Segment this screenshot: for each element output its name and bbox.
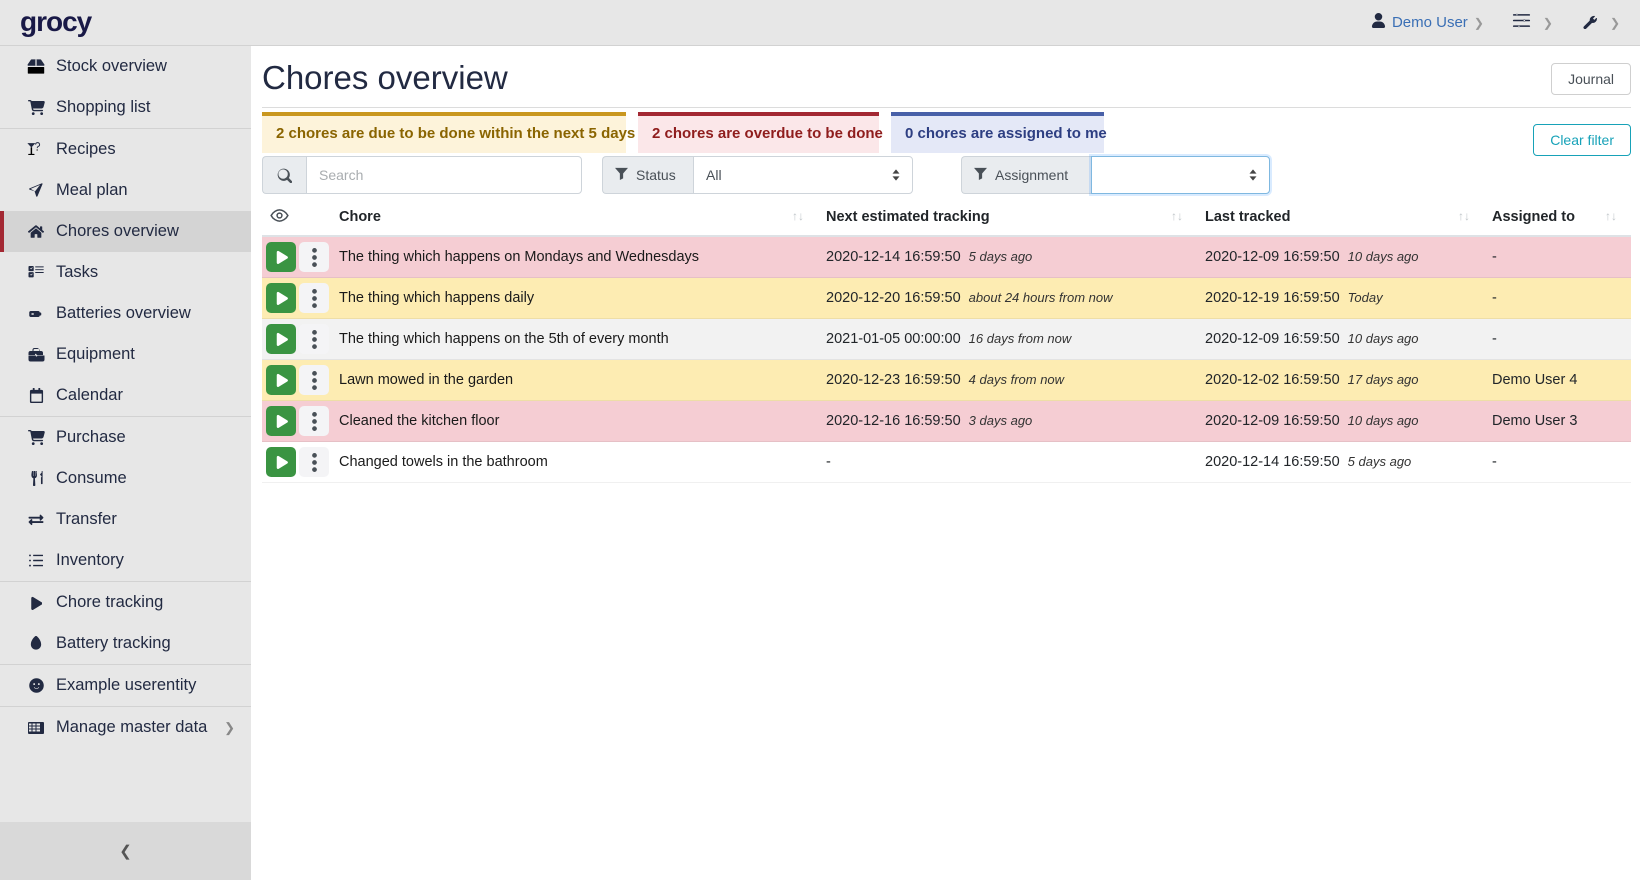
svg-text:grocy: grocy [20,8,93,37]
